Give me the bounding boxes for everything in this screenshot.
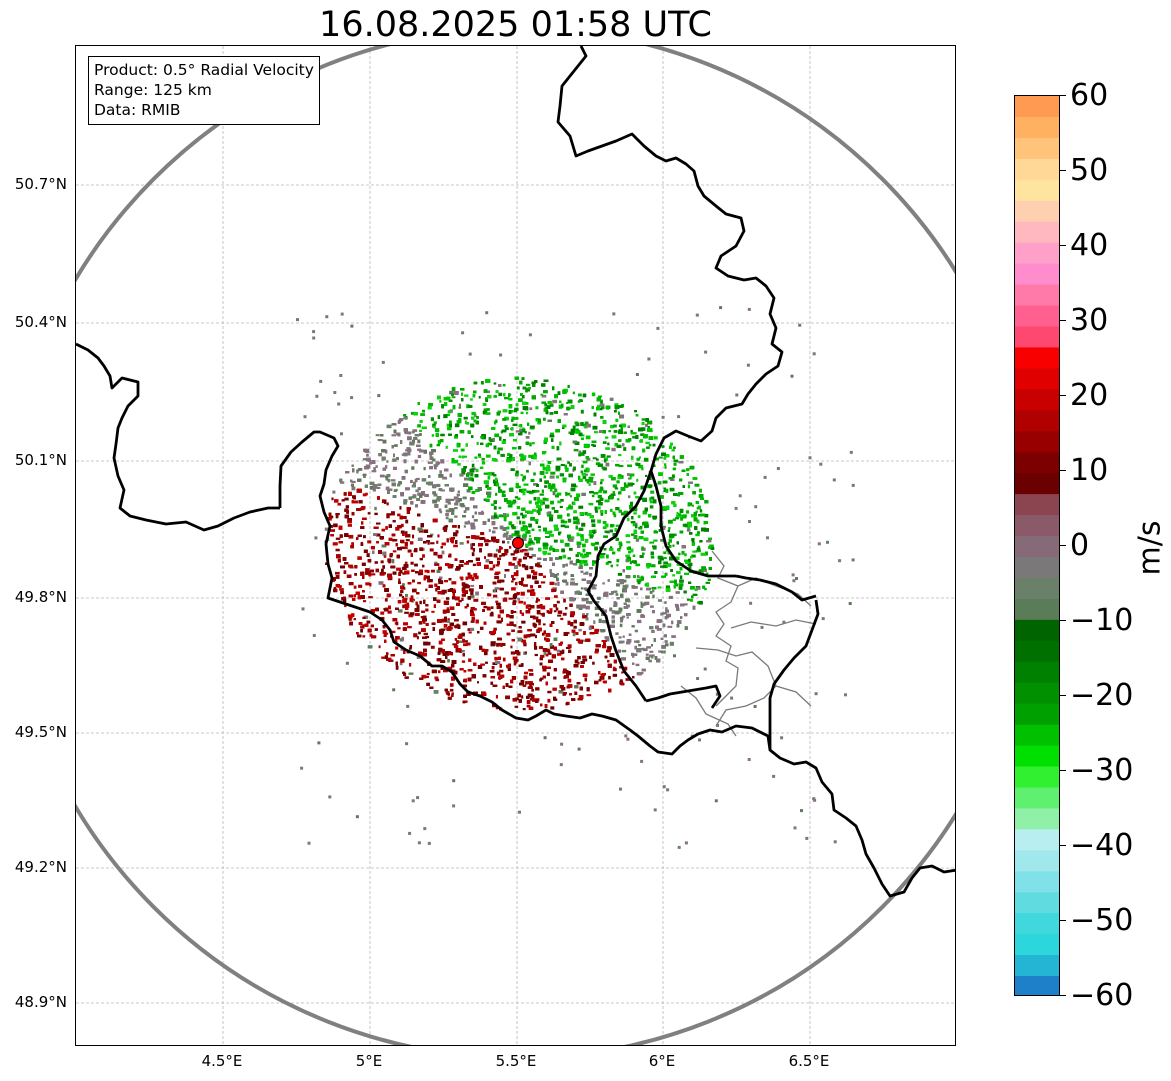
colorbar-tickmark xyxy=(1060,245,1066,246)
colorbar-tickmark xyxy=(1060,470,1066,471)
map-canvas xyxy=(76,46,955,1045)
colorbar-tick-label: 30 xyxy=(1070,303,1109,338)
radar-map[interactable] xyxy=(75,45,956,1046)
colorbar-tickmark xyxy=(1060,695,1066,696)
lon-tick-label: 5.5°E xyxy=(495,1052,537,1070)
lat-tick-label: 50.7°N xyxy=(14,175,67,193)
lat-tick-label: 49.5°N xyxy=(14,723,67,741)
colorbar-tick-label: −30 xyxy=(1070,753,1134,788)
colorbar-tickmark xyxy=(1060,995,1066,996)
colorbar-unit-label: m/s xyxy=(1132,520,1168,576)
radar-site-marker[interactable] xyxy=(512,537,524,549)
country-borders xyxy=(76,46,955,898)
colorbar-gradient xyxy=(1015,96,1059,995)
colorbar-tickmark xyxy=(1060,620,1066,621)
radar-echo-layer xyxy=(296,306,855,849)
colorbar-tick-label: 20 xyxy=(1070,378,1109,413)
lat-tick-label: 49.8°N xyxy=(14,588,67,606)
colorbar-tickmark xyxy=(1060,95,1066,96)
colorbar-tick-label: −40 xyxy=(1070,828,1134,863)
lon-tick-label: 4.5°E xyxy=(201,1052,243,1070)
colorbar-tickmark xyxy=(1060,920,1066,921)
range-label: Range: 125 km xyxy=(94,81,212,99)
colorbar-tick-label: −20 xyxy=(1070,678,1134,713)
product-label: Product: 0.5° Radial Velocity xyxy=(94,61,314,79)
colorbar-tick-label: 50 xyxy=(1070,153,1109,188)
colorbar-tickmark xyxy=(1060,545,1066,546)
colorbar-tickmark xyxy=(1060,770,1066,771)
colorbar-tick-label: 0 xyxy=(1070,528,1090,563)
lon-tick-label: 5°E xyxy=(355,1052,383,1070)
lon-tick-label: 6°E xyxy=(648,1052,676,1070)
product-info-box: Product: 0.5° Radial Velocity Range: 125… xyxy=(88,56,320,125)
lat-tick-label: 50.1°N xyxy=(14,451,67,469)
colorbar-tick-label: 10 xyxy=(1070,453,1109,488)
colorbar-tick-label: 40 xyxy=(1070,228,1109,263)
colorbar-tickmark xyxy=(1060,320,1066,321)
colorbar-tick-label: −60 xyxy=(1070,978,1134,1013)
colorbar-tickmark xyxy=(1060,170,1066,171)
colorbar-tick-label: −10 xyxy=(1070,603,1134,638)
lon-tick-label: 6.5°E xyxy=(788,1052,830,1070)
lat-tick-label: 49.2°N xyxy=(14,858,67,876)
colorbar-tickmark xyxy=(1060,395,1066,396)
colorbar-tickmark xyxy=(1060,845,1066,846)
lat-tick-label: 50.4°N xyxy=(14,313,67,331)
map-title: 16.08.2025 01:58 UTC xyxy=(319,5,712,45)
data-source-label: Data: RMIB xyxy=(94,101,181,119)
colorbar-tick-label: −50 xyxy=(1070,903,1134,938)
colorbar-tick-label: 60 xyxy=(1070,78,1109,113)
lat-tick-label: 48.9°N xyxy=(14,993,67,1011)
velocity-colorbar xyxy=(1014,95,1060,996)
